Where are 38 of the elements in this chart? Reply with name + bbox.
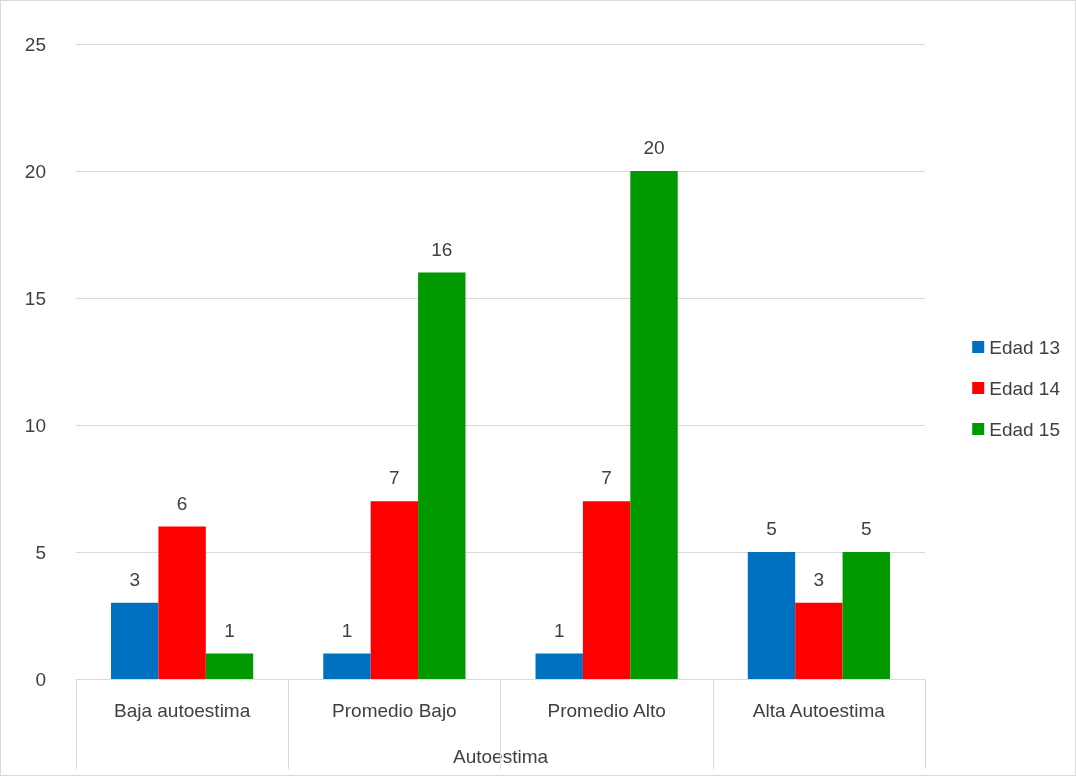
data-label: 3 (129, 568, 141, 590)
y-tick-label: 15 (24, 287, 46, 309)
bar (158, 526, 206, 679)
bar (842, 552, 890, 679)
y-tick-label: 0 (35, 668, 46, 690)
bar (582, 501, 631, 679)
data-label: 1 (341, 619, 353, 641)
y-tick-label: 10 (24, 414, 46, 436)
bar (630, 171, 678, 679)
x-tick-label: Promedio Bajo (332, 700, 457, 721)
data-label: 7 (601, 467, 612, 489)
data-label: 16 (431, 238, 453, 260)
data-label: 1 (553, 619, 565, 641)
legend-label: Edad 15 (989, 418, 1061, 440)
y-tick-label: 25 (24, 33, 46, 55)
x-tick-label: Baja autoestima (114, 700, 251, 721)
bar (370, 501, 419, 679)
legend-label: Edad 13 (989, 336, 1061, 358)
data-label: 20 (643, 137, 665, 158)
bar (111, 602, 159, 679)
bar (205, 653, 254, 679)
bar (323, 653, 371, 679)
x-tick-label: Promedio Alto (547, 700, 666, 721)
x-tick-label: Alta Autoestima (752, 700, 886, 721)
y-tick-label: 20 (24, 160, 46, 182)
data-label: 6 (176, 492, 188, 514)
bar (795, 602, 843, 679)
data-label: 5 (766, 518, 777, 539)
legend-label: Edad 14 (989, 377, 1061, 399)
bar (535, 653, 583, 679)
data-label: 5 (860, 518, 872, 539)
y-tick-label: 5 (35, 541, 46, 563)
data-label: 3 (813, 568, 825, 590)
data-label: 7 (389, 467, 400, 489)
data-label: 1 (224, 619, 235, 641)
x-axis-title: Autoestima (452, 746, 549, 767)
bar (418, 272, 466, 679)
bar (747, 552, 796, 679)
